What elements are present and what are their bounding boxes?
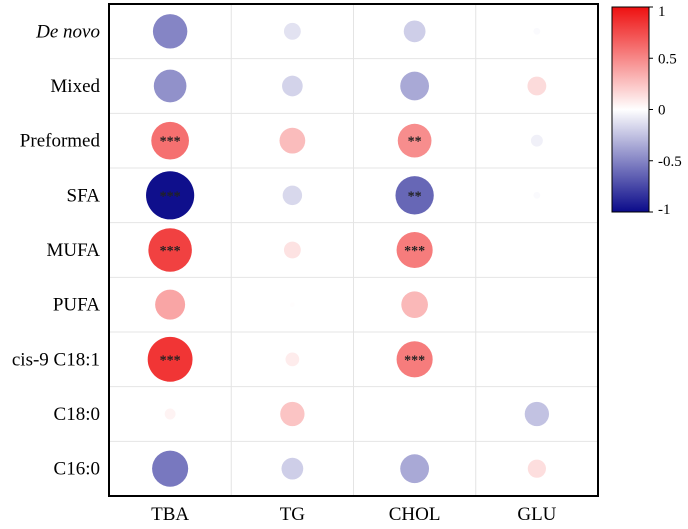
row-label: PUFA [53,295,100,316]
correlation-circle-c18-0-tba [164,408,176,420]
correlation-circle-c16-0-chol [400,454,430,484]
correlation-circle-mixed-tg [282,75,303,97]
correlation-circle-preformed-glu [530,134,543,147]
correlation-circle-mixed-glu [527,76,547,96]
row-label: De novo [35,21,100,42]
correlation-circles [146,14,550,487]
plot-frame [108,3,599,497]
correlation-circle-mixed-chol [400,71,430,101]
colorbar-tick-label: 0.5 [658,51,677,67]
row-label: C16:0 [54,459,100,480]
correlation-circle-de-novo-chol [403,20,426,43]
significance-mark: *** [160,189,181,204]
row-labels: De novo Mixed Preformed SFA MUFA PUFA cis-9 C1… [12,21,101,479]
significance-mark: *** [160,353,181,368]
correlation-circle-preformed-chol [397,123,432,158]
correlation-circle-preformed-tg [279,127,306,154]
correlation-circle-c16-0-glu [527,459,546,478]
column-label: GLU [517,504,556,524]
colorbar-tick-label: -1 [658,202,671,218]
column-label: CHOL [389,504,441,524]
correlation-circle-mufa-tg [283,241,301,259]
correlation-circle-c16-0-tba [152,450,189,487]
grid-lines [109,4,598,496]
colorbar-tick-label: -0.5 [658,154,682,170]
row-label: MUFA [47,240,101,261]
column-label: TG [280,504,306,524]
colorbar-legend: 1 0.5 0 -0.5 -1 [611,4,682,218]
correlation-circle-cis-9-c18-1-chol [396,341,433,378]
row-label: C18:0 [54,404,100,425]
significance-mark: ** [408,189,422,204]
correlation-circle-pufa-tg [289,302,295,308]
correlation-circle-cis-9-c18-1-tba [147,336,193,382]
correlation-circle-mufa-chol [396,231,433,269]
row-label: cis-9 C18:1 [12,349,100,370]
correlation-circle-sfa-tg [282,185,303,206]
correlation-circle-preformed-tba [151,121,189,160]
correlation-circle-c18-0-glu [524,401,550,427]
correlation-circle-cis-9-c18-1-tg [285,352,300,367]
correlation-circle-c18-0-tg [280,401,305,427]
significance-labels: *** ***** ***** ****** *** [160,135,426,369]
significance-mark: *** [404,244,425,259]
correlation-circle-de-novo-tba [152,14,188,49]
column-label: TBA [151,504,189,524]
correlation-circle-de-novo-glu [533,27,541,35]
significance-mark: *** [160,244,181,259]
correlation-circle-sfa-tba [146,171,195,220]
row-label: Preformed [20,131,101,152]
correlation-circle-sfa-glu [533,191,541,199]
correlation-circle-de-novo-tg [283,22,301,40]
significance-mark: *** [404,353,425,368]
row-label: Mixed [50,76,100,97]
colorbar-gradient [611,6,650,213]
correlation-circle-sfa-chol [395,176,434,215]
column-labels: TBA TG CHOL GLU [151,504,557,525]
correlation-circle-pufa-tba [155,289,186,320]
correlation-circle-mixed-tba [153,69,187,103]
correlation-circle-pufa-chol [401,291,428,318]
significance-mark: ** [408,135,422,150]
correlation-circle-c16-0-tg [281,457,304,480]
row-label: SFA [67,185,101,206]
colorbar-tick-label: 1 [658,4,666,20]
colorbar-tick-label: 0 [658,103,666,119]
significance-mark: *** [160,135,181,150]
correlation-circle-mufa-tba [148,228,192,272]
